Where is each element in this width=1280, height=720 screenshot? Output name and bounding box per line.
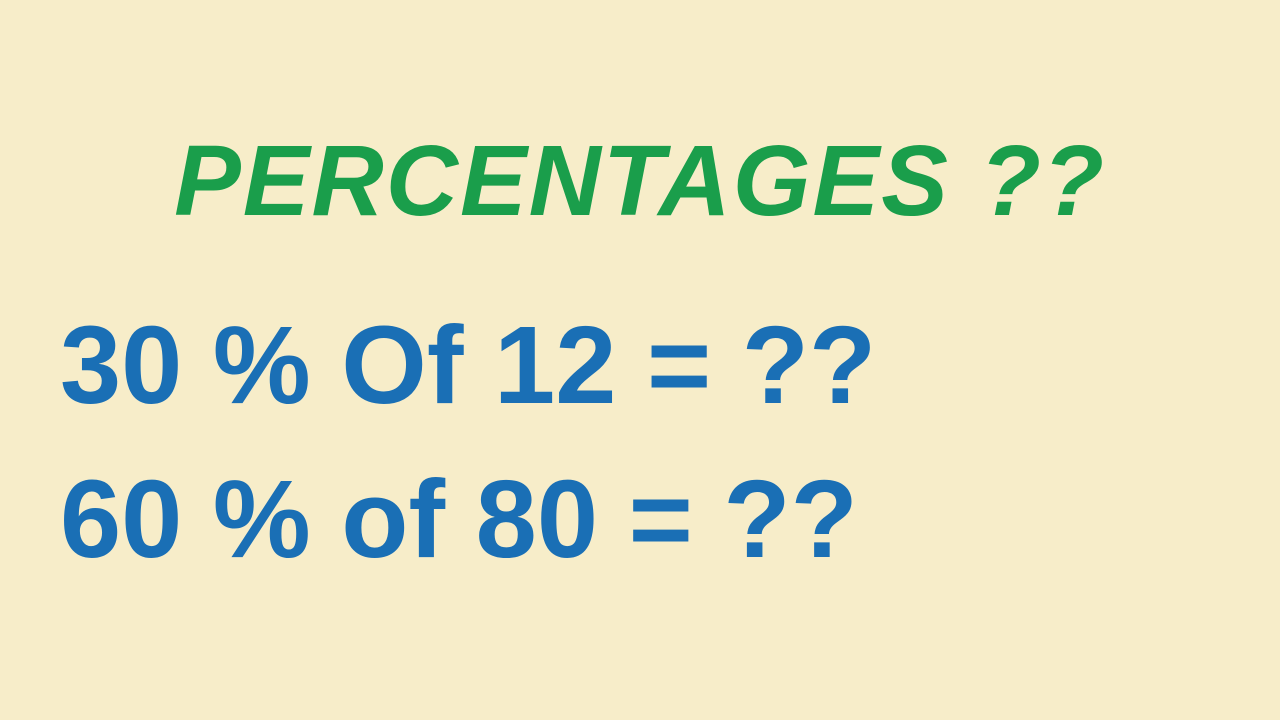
title-text: PERCENTAGES ?? [60,124,1220,239]
equation-one: 30 % Of 12 = ?? [60,289,1220,443]
equation-two: 60 % of 80 = ?? [60,443,1220,597]
